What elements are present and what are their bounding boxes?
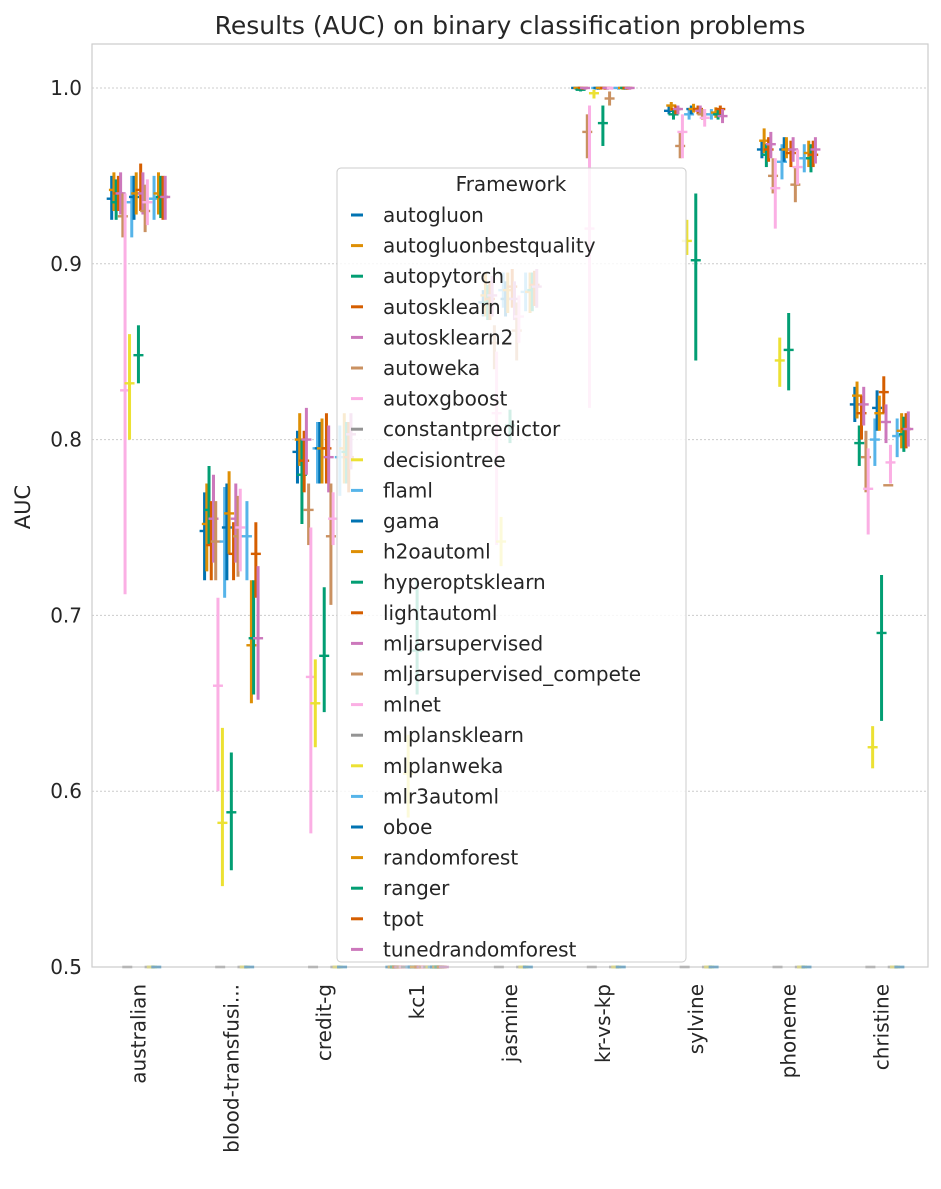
legend-label: mlplansklearn (383, 723, 524, 747)
legend-label: decisiontree (383, 448, 506, 472)
chart-title: Results (AUC) on binary classification p… (215, 11, 806, 40)
y-tick-label: 0.7 (50, 603, 82, 627)
legend-label: randomforest (383, 846, 518, 870)
x-tick-label: kr-vs-kp (591, 984, 615, 1063)
x-tick-label: credit-g (312, 984, 336, 1061)
legend-label: oboe (383, 815, 432, 839)
legend-label: autogluon (383, 203, 484, 227)
x-tick-label: blood-transfusi... (219, 984, 243, 1153)
legend-label: autogluonbestquality (383, 234, 596, 258)
legend-label: gama (383, 509, 440, 533)
series-hyperoptsklearn (133, 105, 887, 871)
x-axis-ticks: australian blood-transfusi... credit-g kc1 j… (126, 984, 893, 1153)
x-tick-label: kc1 (405, 984, 429, 1019)
legend: Framework autogluonautogluonbestqualitya… (336, 167, 687, 963)
legend-label: autoxgboost (383, 387, 508, 411)
legend-label: tpot (383, 907, 424, 931)
legend-box (336, 167, 687, 963)
legend-label: ranger (383, 876, 450, 900)
legend-label: autopytorch (383, 264, 504, 288)
y-tick-label: 0.9 (50, 252, 82, 276)
legend-label: tunedrandomforest (383, 937, 577, 961)
legend-label: flaml (383, 478, 433, 502)
legend-label: constantpredictor (383, 417, 561, 441)
x-tick-label: christine (870, 984, 894, 1070)
x-tick-label: sylvine (684, 984, 708, 1054)
legend-label: autoweka (383, 356, 480, 380)
legend-label: hyperoptsklearn (383, 570, 546, 594)
y-tick-label: 0.6 (50, 779, 82, 803)
y-axis-label: AUC (11, 485, 35, 529)
legend-label: h2oautoml (383, 540, 491, 564)
legend-label: autosklearn2 (383, 325, 513, 349)
legend-label: mljarsupervised (383, 631, 543, 655)
legend-label: mlr3automl (383, 784, 499, 808)
x-tick-label: australian (126, 984, 150, 1084)
y-tick-label: 0.5 (50, 955, 82, 979)
legend-items: autogluon autogluonbestquality autopytorch… (351, 203, 641, 961)
y-tick-label: 1.0 (50, 76, 82, 100)
plot-frame (91, 43, 929, 968)
legend-label: mlnet (383, 693, 441, 717)
legend-title: Framework (456, 172, 567, 196)
legend-label: mljarsupervised_compete (383, 662, 641, 686)
y-axis-ticks: 0.5 0.6 0.7 0.8 0.9 1.0 (50, 76, 82, 979)
legend-label: lightautoml (383, 601, 497, 625)
legend-label: autosklearn (383, 295, 501, 319)
x-tick-label: phoneme (777, 984, 801, 1078)
x-tick-label: jasmine (498, 984, 522, 1063)
y-tick-label: 0.8 (50, 428, 82, 452)
legend-label: mlplanweka (383, 754, 503, 778)
